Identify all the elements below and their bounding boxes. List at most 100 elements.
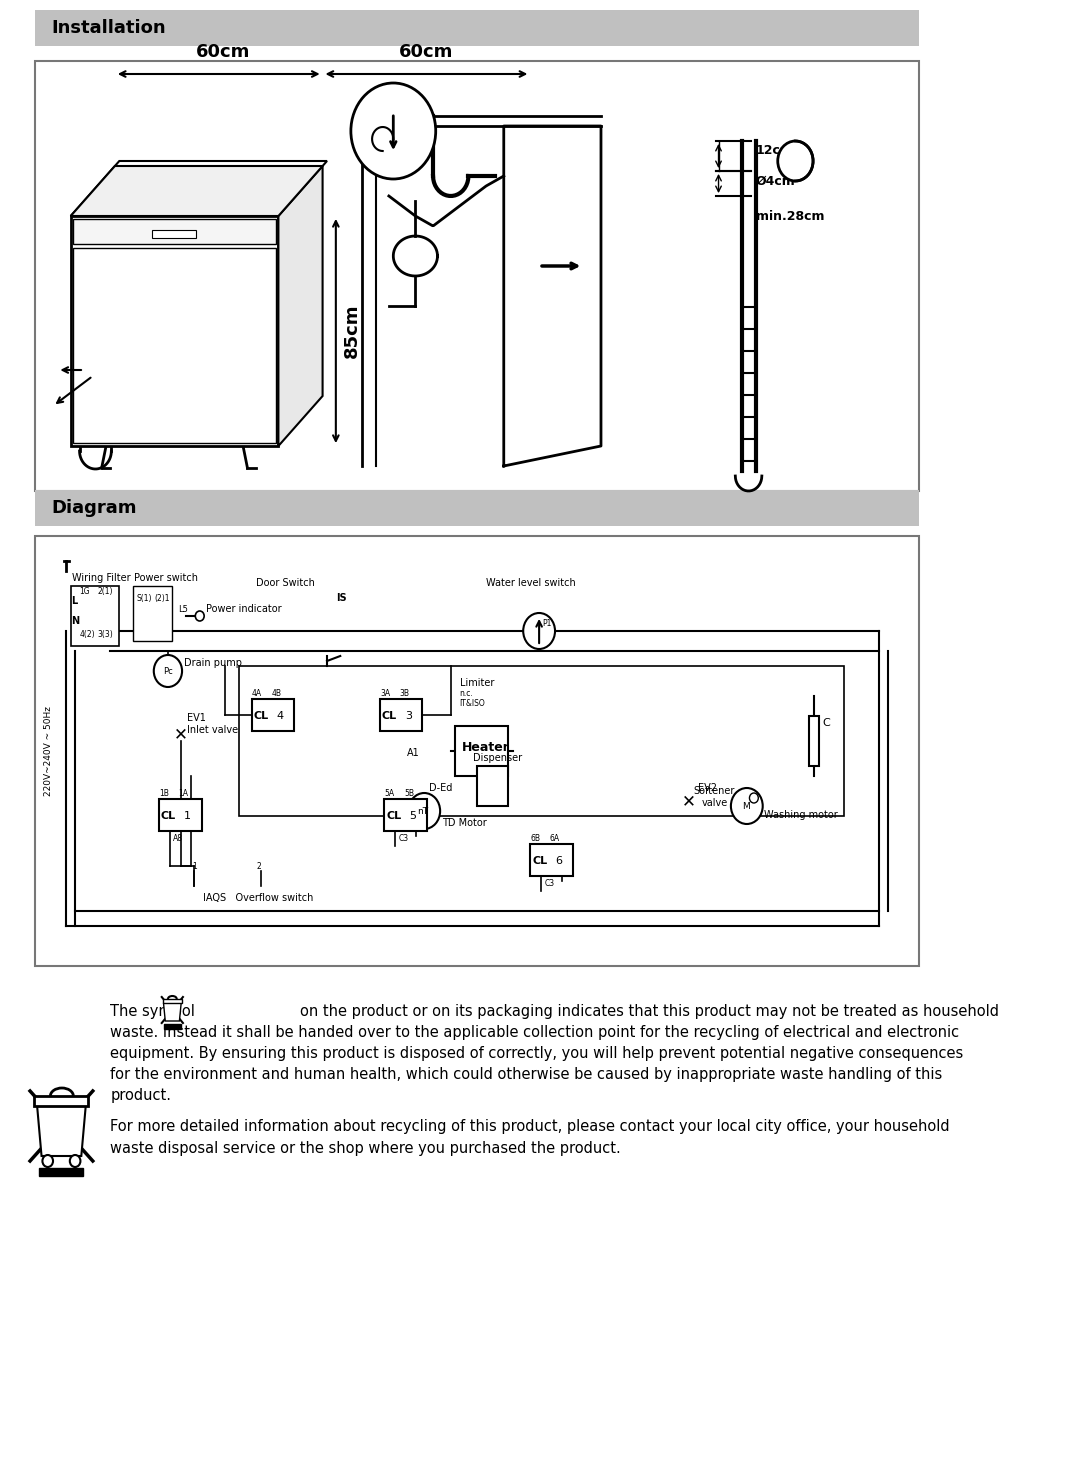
Text: 1A: 1A bbox=[178, 789, 189, 798]
Text: Limiter: Limiter bbox=[460, 677, 494, 688]
Text: Water level switch: Water level switch bbox=[486, 578, 576, 588]
Text: A1: A1 bbox=[406, 748, 419, 758]
Text: waste. Instead it shall be handed over to the applicable collection point for th: waste. Instead it shall be handed over t… bbox=[110, 1025, 960, 1039]
Bar bbox=[530, 844, 572, 877]
Bar bbox=[477, 767, 509, 806]
Text: Washing motor: Washing motor bbox=[765, 811, 838, 819]
Circle shape bbox=[42, 1155, 53, 1167]
Bar bbox=[36, 537, 919, 966]
Circle shape bbox=[778, 141, 813, 180]
Bar bbox=[455, 726, 509, 776]
Text: C3: C3 bbox=[399, 834, 408, 843]
Text: TD Motor: TD Motor bbox=[442, 818, 487, 828]
Text: product.: product. bbox=[110, 1088, 172, 1102]
Text: N: N bbox=[71, 616, 80, 626]
Text: 3(3): 3(3) bbox=[97, 630, 113, 639]
Bar bbox=[384, 799, 427, 831]
Polygon shape bbox=[37, 1105, 85, 1157]
Text: 60cm: 60cm bbox=[195, 43, 251, 62]
Text: 6B: 6B bbox=[530, 834, 540, 843]
Bar bbox=[36, 62, 919, 491]
Text: CL: CL bbox=[387, 811, 402, 821]
Text: 5A: 5A bbox=[384, 789, 394, 798]
Bar bbox=[36, 10, 919, 45]
Text: 4A: 4A bbox=[252, 689, 262, 698]
Text: 5: 5 bbox=[409, 811, 416, 821]
Text: ✕: ✕ bbox=[174, 726, 188, 743]
Text: Dispenser: Dispenser bbox=[473, 754, 522, 762]
Text: IS: IS bbox=[336, 594, 347, 603]
Text: min.28cm: min.28cm bbox=[756, 210, 824, 223]
Text: equipment. By ensuring this product is disposed of correctly, you will help prev: equipment. By ensuring this product is d… bbox=[110, 1047, 963, 1061]
Text: 1G: 1G bbox=[80, 586, 90, 597]
Text: Inlet valve: Inlet valve bbox=[187, 726, 239, 734]
Text: CL: CL bbox=[532, 856, 548, 866]
Text: 6: 6 bbox=[555, 856, 562, 866]
Text: Ø4cm: Ø4cm bbox=[756, 174, 795, 188]
Text: ✕: ✕ bbox=[683, 792, 697, 811]
Text: 3: 3 bbox=[405, 711, 411, 721]
Text: 2(1): 2(1) bbox=[97, 586, 112, 597]
Text: CL: CL bbox=[254, 711, 269, 721]
Text: Softener
valve: Softener valve bbox=[693, 786, 735, 808]
Text: CL: CL bbox=[382, 711, 397, 721]
Bar bbox=[809, 715, 820, 767]
Text: waste disposal service or the shop where you purchased the product.: waste disposal service or the shop where… bbox=[110, 1141, 621, 1155]
Text: for the environment and human health, which could otherwise be caused by inappro: for the environment and human health, wh… bbox=[110, 1067, 943, 1082]
Text: 5B: 5B bbox=[404, 789, 414, 798]
Text: nT: nT bbox=[417, 806, 429, 817]
Text: 1B: 1B bbox=[159, 789, 168, 798]
Text: For more detailed information about recycling of this product, please contact yo: For more detailed information about recy… bbox=[110, 1120, 950, 1135]
Bar bbox=[163, 998, 183, 1003]
Text: D-Ed: D-Ed bbox=[429, 783, 453, 793]
Bar bbox=[73, 248, 275, 443]
Text: C: C bbox=[823, 718, 831, 729]
Bar bbox=[239, 666, 845, 817]
Circle shape bbox=[153, 655, 183, 688]
Text: 12cm: 12cm bbox=[756, 145, 794, 157]
Text: 6A: 6A bbox=[550, 834, 559, 843]
Text: 3B: 3B bbox=[400, 689, 409, 698]
Bar bbox=[70, 216, 279, 446]
Text: 1: 1 bbox=[184, 811, 191, 821]
Bar bbox=[39, 1168, 83, 1176]
Text: on the product or on its packaging indicates that this product may not be treate: on the product or on its packaging indic… bbox=[300, 1004, 999, 1019]
Circle shape bbox=[351, 84, 435, 179]
Bar bbox=[133, 586, 173, 641]
Text: M: M bbox=[742, 802, 751, 811]
Polygon shape bbox=[163, 1003, 181, 1020]
Bar bbox=[380, 699, 422, 732]
Text: 60cm: 60cm bbox=[399, 43, 454, 62]
Bar bbox=[73, 218, 275, 243]
Circle shape bbox=[70, 1155, 80, 1167]
Text: Pc: Pc bbox=[163, 667, 173, 676]
Text: 3A: 3A bbox=[380, 689, 390, 698]
Circle shape bbox=[731, 789, 762, 824]
Text: (2)1: (2)1 bbox=[154, 594, 171, 603]
Bar bbox=[35, 1097, 89, 1105]
Text: Heater: Heater bbox=[462, 740, 510, 754]
Text: 4(2): 4(2) bbox=[80, 630, 95, 639]
Polygon shape bbox=[70, 161, 327, 216]
Text: EV2: EV2 bbox=[698, 783, 717, 793]
Text: 2: 2 bbox=[256, 862, 261, 871]
Bar bbox=[36, 490, 919, 526]
Text: Wiring Filter: Wiring Filter bbox=[72, 573, 131, 583]
Text: n.c.
IT&ISO: n.c. IT&ISO bbox=[460, 689, 485, 708]
Text: Door Switch: Door Switch bbox=[256, 578, 315, 588]
Text: Diagram: Diagram bbox=[51, 498, 137, 517]
Text: L5: L5 bbox=[178, 605, 188, 614]
Polygon shape bbox=[70, 166, 323, 216]
Text: IAQS   Overflow switch: IAQS Overflow switch bbox=[203, 893, 313, 903]
Circle shape bbox=[408, 793, 441, 828]
Circle shape bbox=[523, 613, 555, 649]
Text: Installation: Installation bbox=[51, 19, 166, 37]
Bar bbox=[252, 699, 295, 732]
Text: C3: C3 bbox=[544, 880, 554, 888]
Text: CL: CL bbox=[161, 811, 176, 821]
Circle shape bbox=[195, 611, 204, 622]
Text: 85cm: 85cm bbox=[343, 303, 361, 358]
Text: Power switch: Power switch bbox=[134, 573, 199, 583]
Bar bbox=[152, 230, 197, 237]
Bar bbox=[163, 1023, 181, 1029]
